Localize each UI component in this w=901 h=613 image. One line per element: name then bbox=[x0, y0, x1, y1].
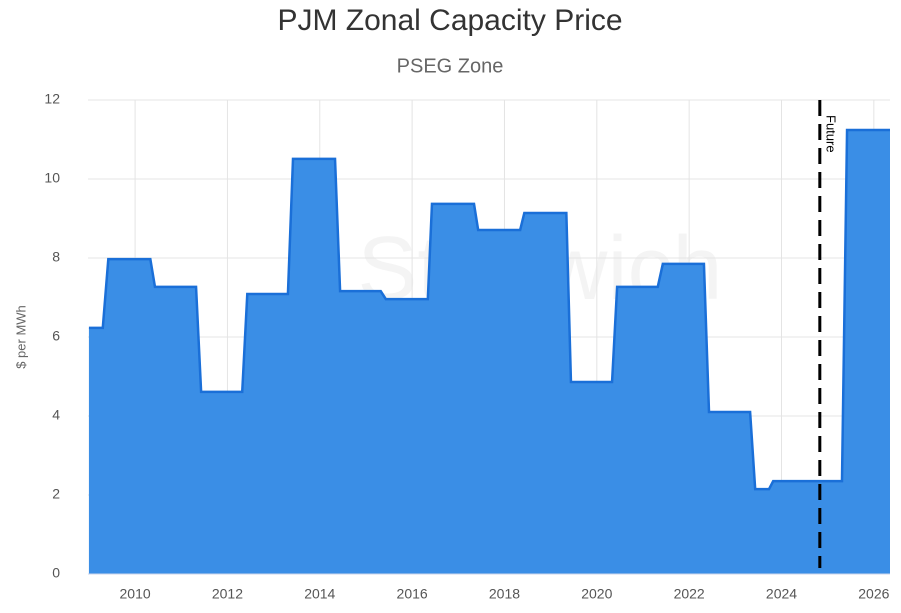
x-tick-label: 2020 bbox=[581, 586, 612, 602]
y-axis-label: $ per MWh bbox=[13, 305, 28, 369]
x-tick-label: 2018 bbox=[489, 586, 520, 602]
y-tick-label: 10 bbox=[44, 170, 60, 186]
x-tick-label: 2024 bbox=[766, 586, 797, 602]
x-tick-label: 2012 bbox=[212, 586, 243, 602]
x-tick-label: 2022 bbox=[674, 586, 705, 602]
y-tick-label: 6 bbox=[52, 328, 60, 344]
area bbox=[88, 130, 890, 574]
y-tick-label: 2 bbox=[52, 486, 60, 502]
x-tick-label: 2014 bbox=[304, 586, 335, 602]
chart-title: PJM Zonal Capacity Price bbox=[277, 4, 622, 37]
y-tick-label: 4 bbox=[52, 407, 60, 423]
y-tick-label: 0 bbox=[52, 565, 60, 581]
x-tick-label: 2016 bbox=[397, 586, 428, 602]
chart-subtitle: PSEG Zone bbox=[397, 55, 504, 77]
y-tick-label: 8 bbox=[52, 249, 60, 265]
annotation-label: Future bbox=[823, 115, 838, 153]
y-tick-label: 12 bbox=[44, 91, 60, 107]
x-tick-label: 2010 bbox=[120, 586, 151, 602]
line bbox=[88, 128, 890, 491]
x-tick-label: 2026 bbox=[858, 586, 889, 602]
